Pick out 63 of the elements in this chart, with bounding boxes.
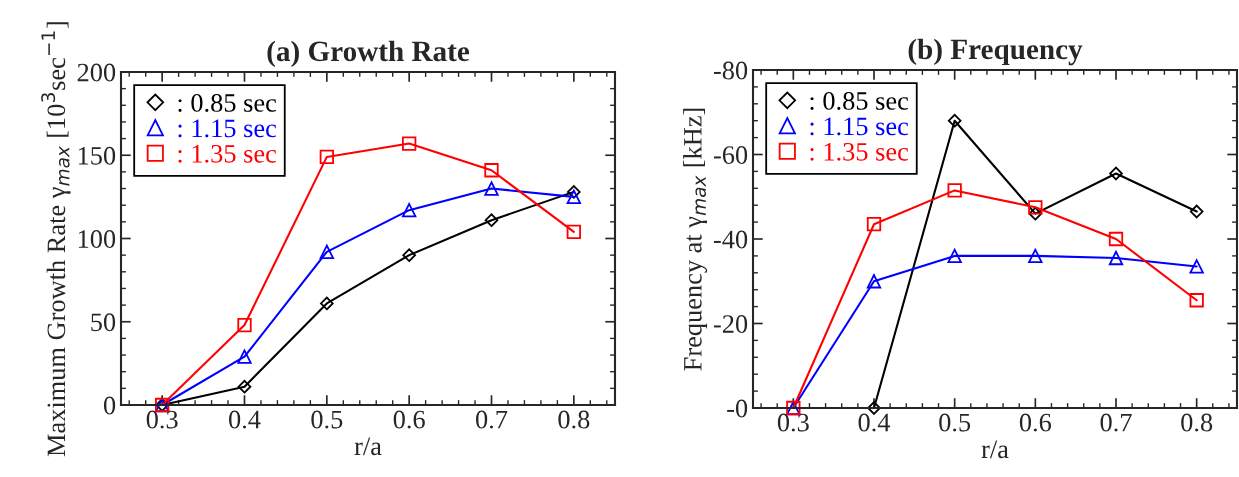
y-tick-label: -20	[713, 315, 748, 333]
point	[947, 248, 962, 264]
point	[484, 213, 499, 227]
x-tick-label: 0.7	[476, 410, 508, 429]
point	[319, 244, 334, 259]
point	[1189, 293, 1204, 308]
point	[947, 183, 962, 198]
legend-label: : 1.35 sec	[810, 142, 909, 161]
y-tick-label: -80	[713, 61, 748, 80]
point	[319, 149, 334, 165]
point	[566, 189, 581, 205]
y-tick-label: 0	[103, 396, 116, 415]
point	[237, 379, 252, 394]
x-tick-label: 0.4	[858, 413, 891, 432]
point	[1028, 206, 1043, 221]
x-tick-label: 0.3	[146, 410, 178, 429]
point	[1108, 250, 1124, 266]
point	[1028, 248, 1043, 264]
point	[1108, 231, 1124, 247]
y-axis-title: Maximum Growth Rate γ$_{max}$ [10$^{3}$sec$^{−1}$]	[41, 22, 71, 457]
x-tick-label: 0.3	[777, 413, 809, 432]
x-tick-label: 0.6	[1019, 413, 1052, 432]
legend-label: : 0.85 sec	[810, 92, 909, 110]
y-tick-label: 150	[78, 146, 116, 165]
point	[947, 113, 962, 128]
legend-label: : 1.15 sec	[810, 117, 909, 136]
point	[320, 296, 334, 311]
y-tick-label: -0	[727, 399, 748, 418]
legend-label: : 1.35 sec	[178, 144, 277, 163]
y-tick-label: -60	[713, 146, 748, 164]
x-axis-title: r/a	[354, 437, 382, 456]
chart-title: (a) Growth Rate	[267, 40, 470, 68]
point	[402, 203, 417, 218]
point	[866, 274, 882, 289]
point	[237, 349, 252, 364]
y-axis-title: Frequency at γ$_{max}$ [kHz]	[683, 108, 708, 371]
point	[1109, 166, 1123, 181]
x-tick-label: 0.8	[558, 410, 590, 429]
y-tick-label: -40	[713, 230, 748, 249]
point	[484, 163, 499, 178]
x-tick-label: 0.4	[229, 410, 261, 429]
point	[1189, 204, 1204, 219]
point	[484, 181, 499, 196]
y-tick-label: 100	[78, 230, 116, 248]
x-tick-label: 0.5	[939, 413, 971, 432]
y-tick-label: 50	[91, 313, 116, 332]
chart-title: (b) Frequency	[908, 38, 1083, 66]
point	[567, 185, 581, 199]
y-tick-label: 200	[77, 63, 116, 82]
point	[1189, 259, 1204, 274]
x-tick-label: 0.6	[393, 410, 425, 429]
x-tick-label: 0.8	[1181, 413, 1213, 432]
point	[566, 224, 581, 239]
point	[866, 217, 882, 232]
x-tick-label: 0.7	[1100, 413, 1132, 432]
point	[402, 248, 416, 262]
point	[237, 317, 252, 333]
x-axis-title: r/a	[981, 440, 1009, 459]
legend-label: : 1.15 sec	[178, 119, 277, 138]
point	[1028, 200, 1043, 215]
point	[402, 136, 417, 151]
legend-label: : 0.85 sec	[178, 94, 277, 112]
x-tick-label: 0.5	[311, 410, 343, 429]
